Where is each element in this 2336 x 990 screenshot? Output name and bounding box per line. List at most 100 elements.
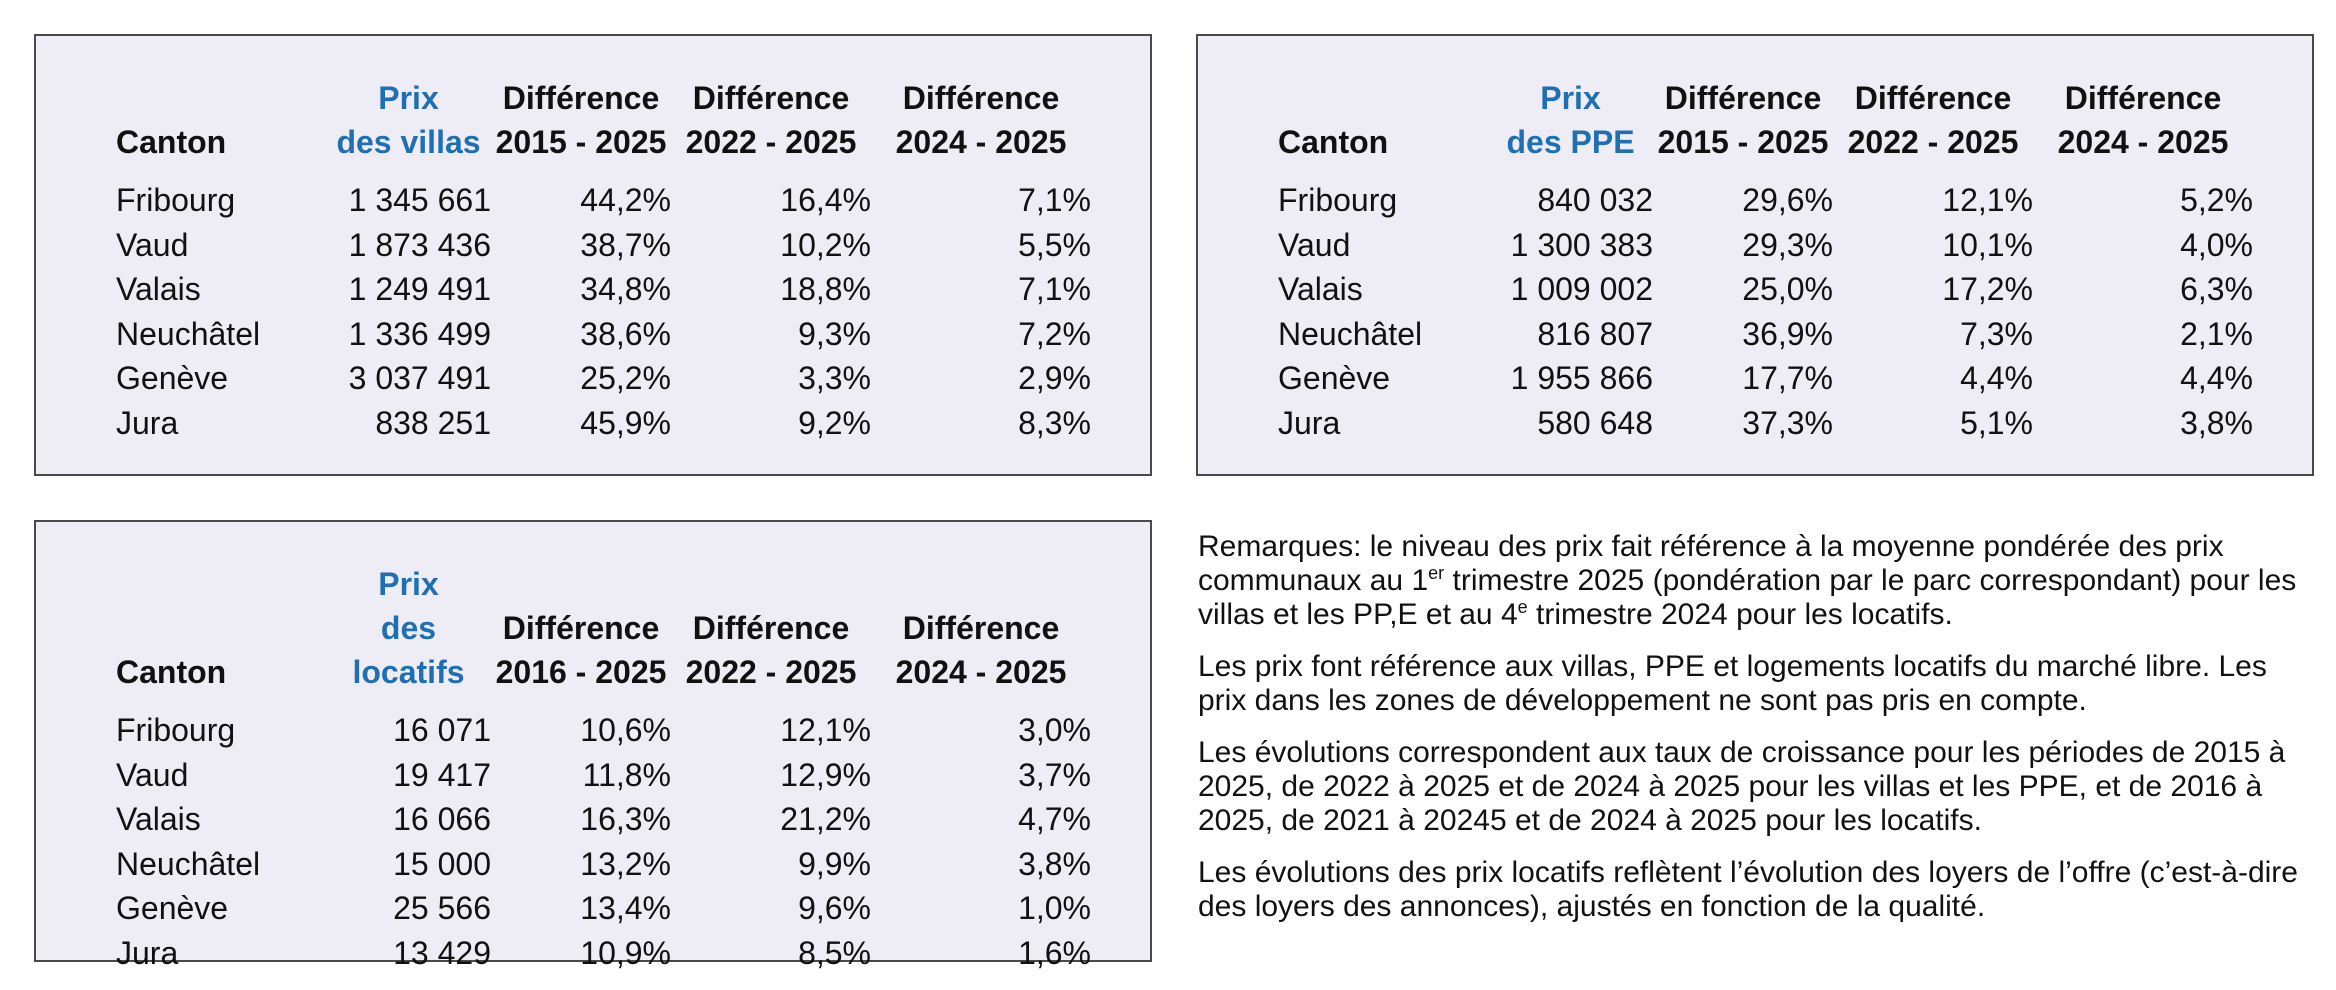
price-cell: 16 066 [393,801,491,837]
header-line: 2015 - 2025 [1657,124,1829,160]
difference-cell: 9,3% [798,315,871,352]
header-line: Différence [902,610,1060,646]
remarks-block: Remarques: le niveau des prix fait référ… [1198,530,2308,942]
ppe-price-panel: Canton Prix des PPE Différence 2015 - 2025 Di… [1196,34,2314,476]
table-row: Fribourg 16 071 10,6% 12,1% 3,0% [116,708,1091,753]
header-line: Canton [116,124,227,160]
difference-cell: 29,6% [1742,182,1833,218]
header-line: Prix [378,80,439,116]
header-line: 2024 - 2025 [2057,124,2229,160]
remark-paragraph-1: Remarques: le niveau des prix fait référ… [1198,530,2297,631]
canton-cell: Jura [1278,404,1341,441]
difference-cell: 4,0% [2180,226,2253,263]
table-row: Genève 3 037 491 25,2% 3,3% 2,9% [116,356,1091,401]
difference-cell: 7,1% [1018,182,1091,218]
table-row: Jura 838 251 45,9% 9,2% 8,3% [116,401,1091,446]
table-row: Neuchâtel 1 336 499 38,6% 9,3% 7,2% [116,312,1091,357]
header-line: Différence [502,80,660,116]
header-line: 2022 - 2025 [685,654,857,690]
difference-cell: 38,6% [580,315,671,352]
remark-paragraph-4: Les évolutions des prix locatifs reflète… [1198,856,2298,923]
header-row: Canton Prix des PPE Différence 2015 - 2025 Di… [1278,76,2253,178]
difference-cell: 7,3% [1960,315,2033,352]
difference-cell: 10,2% [780,226,871,263]
difference-cell: 3,7% [1018,756,1091,793]
column-header-canton: Canton [116,76,326,178]
canton-cell: Fribourg [1278,182,1398,218]
difference-cell: 25,2% [580,360,671,396]
difference-cell: 34,8% [580,271,671,307]
difference-cell: 2,9% [1018,360,1091,396]
column-header-difference: Différence 2016 - 2025 [491,562,671,708]
canton-cell: Neuchâtel [116,315,261,352]
table-row: Vaud 1 873 436 38,7% 10,2% 5,5% [116,223,1091,268]
table-row: Neuchâtel 816 807 36,9% 7,3% 2,1% [1278,312,2253,357]
column-header-difference: Différence 2022 - 2025 [671,76,871,178]
difference-cell: 7,1% [1018,271,1091,307]
remark-paragraph-2: Les prix font référence aux villas, PPE … [1198,650,2267,717]
locatifs-price-panel: Canton Prix des locatifs Différence 2016 - 2… [34,520,1152,971]
price-cell: 25 566 [393,890,491,926]
column-header-difference: Différence 2015 - 2025 [1653,76,1833,178]
table-row: Vaud 1 300 383 29,3% 10,1% 4,0% [1278,223,2253,268]
difference-cell: 45,9% [580,404,671,441]
header-line: 2024 - 2025 [895,124,1067,160]
price-cell: 1 009 002 [1510,271,1653,307]
table-row: Neuchâtel 15 000 13,2% 9,9% 3,8% [116,842,1091,887]
difference-cell: 5,5% [1018,226,1091,263]
price-cell: 816 807 [1537,315,1653,352]
canton-cell: Valais [1278,271,1363,307]
price-cell: 1 300 383 [1510,226,1653,263]
header-line: 2022 - 2025 [1847,124,2019,160]
table-row: Genève 25 566 13,4% 9,6% 1,0% [116,886,1091,931]
canton-cell: Genève [1278,360,1391,396]
price-cell: 1 249 491 [348,271,491,307]
table-row: Valais 16 066 16,3% 21,2% 4,7% [116,797,1091,842]
column-header-price: Prix des locatifs [326,562,491,708]
price-cell: 838 251 [375,404,491,441]
difference-cell: 18,8% [780,271,871,307]
canton-cell: Genève [116,360,229,396]
difference-cell: 3,3% [798,360,871,396]
column-header-difference: Différence 2024 - 2025 [871,76,1091,178]
difference-cell: 7,2% [1018,315,1091,352]
difference-cell: 10,1% [1942,226,2033,263]
difference-cell: 12,1% [780,712,871,748]
header-line: Différence [502,610,660,646]
difference-cell: 9,2% [798,404,871,441]
difference-cell: 4,4% [2180,360,2253,396]
villas-price-panel: Canton Prix des villas Différence 2015 - 202… [34,34,1152,476]
table-row: Jura 13 429 10,9% 8,5% 1,6% [116,931,1091,976]
price-cell: 16 071 [393,712,491,748]
difference-cell: 3,8% [1018,845,1091,882]
header-line: des locatifs [352,610,465,690]
header-row: Canton Prix des locatifs Différence 2016 - 2… [116,562,1091,708]
header-line: Différence [692,610,850,646]
difference-cell: 4,7% [1018,801,1091,837]
canton-cell: Vaud [1278,226,1351,263]
difference-cell: 12,1% [1942,182,2033,218]
table-row: Vaud 19 417 11,8% 12,9% 3,7% [116,753,1091,798]
difference-cell: 16,3% [580,801,671,837]
difference-cell: 13,4% [580,890,671,926]
header-line: Différence [1664,80,1822,116]
canton-cell: Vaud [116,756,189,793]
price-cell: 19 417 [393,756,491,793]
header-line: 2024 - 2025 [895,654,1067,690]
price-cell: 1 336 499 [348,315,491,352]
table-row: Valais 1 009 002 25,0% 17,2% 6,3% [1278,267,2253,312]
column-header-canton: Canton [116,562,326,708]
header-line: Différence [692,80,850,116]
difference-cell: 37,3% [1742,404,1833,441]
header-line: Différence [902,80,1060,116]
difference-cell: 16,4% [780,182,871,218]
header-line: Canton [1278,124,1389,160]
difference-cell: 17,2% [1942,271,2033,307]
column-header-difference: Différence 2022 - 2025 [671,562,871,708]
difference-cell: 13,2% [580,845,671,882]
canton-cell: Valais [116,271,201,307]
canton-cell: Valais [116,801,201,837]
table-row: Valais 1 249 491 34,8% 18,8% 7,1% [116,267,1091,312]
header-row: Canton Prix des villas Différence 2015 - 202… [116,76,1091,178]
difference-cell: 8,3% [1018,404,1091,441]
